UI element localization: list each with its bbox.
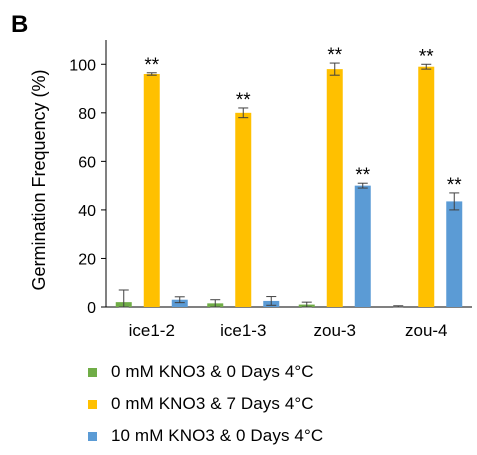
x-tick-label: ice1-3 (220, 321, 266, 340)
bar (418, 66, 435, 307)
significance-label: ** (236, 90, 251, 111)
y-tick-label: 40 (78, 203, 96, 220)
plot-layer: 0 20 40 60 80 100 ice1-2 ** ice1-3 ** zou-3 ** ** zou… (69, 40, 472, 340)
y-tick-label: 0 (87, 300, 96, 317)
legend: 0 mM KNO3 & 0 Days 4°C 0 mM KNO3 & 7 Day… (88, 356, 323, 452)
significance-label: ** (419, 46, 434, 67)
significance-label: ** (447, 175, 462, 196)
y-tick-label: 80 (78, 106, 96, 123)
legend-swatch (88, 399, 97, 409)
y-tick-label: 60 (78, 154, 96, 171)
legend-item: 0 mM KNO3 & 0 Days 4°C (88, 356, 323, 388)
significance-label: ** (327, 45, 342, 66)
y-tick-label: 100 (69, 57, 96, 74)
bar (354, 185, 371, 307)
legend-swatch (88, 367, 97, 377)
y-axis-title-group: Germination Frequency (%) (29, 69, 49, 290)
legend-label: 10 mM KNO3 & 0 Days 4°C (111, 426, 324, 445)
bar (446, 201, 463, 307)
legend-item: 0 mM KNO3 & 7 Days 4°C (88, 388, 323, 420)
bar (235, 112, 252, 308)
significance-label: ** (355, 165, 370, 186)
legend-swatch (88, 431, 97, 441)
bar (326, 69, 343, 307)
legend-label: 0 mM KNO3 & 7 Days 4°C (111, 394, 314, 413)
x-tick-label: zou-4 (405, 321, 448, 340)
panel-label: B (11, 11, 28, 38)
legend-label: 0 mM KNO3 & 0 Days 4°C (111, 362, 314, 381)
x-tick-label: ice1-2 (129, 321, 175, 340)
bar (143, 73, 160, 308)
x-tick-label: zou-3 (313, 321, 356, 340)
legend-item: 10 mM KNO3 & 0 Days 4°C (88, 420, 323, 452)
significance-label: ** (144, 55, 159, 76)
bar (171, 299, 188, 307)
y-tick-label: 20 (78, 251, 96, 268)
y-axis-title: Germination Frequency (%) (29, 69, 49, 290)
